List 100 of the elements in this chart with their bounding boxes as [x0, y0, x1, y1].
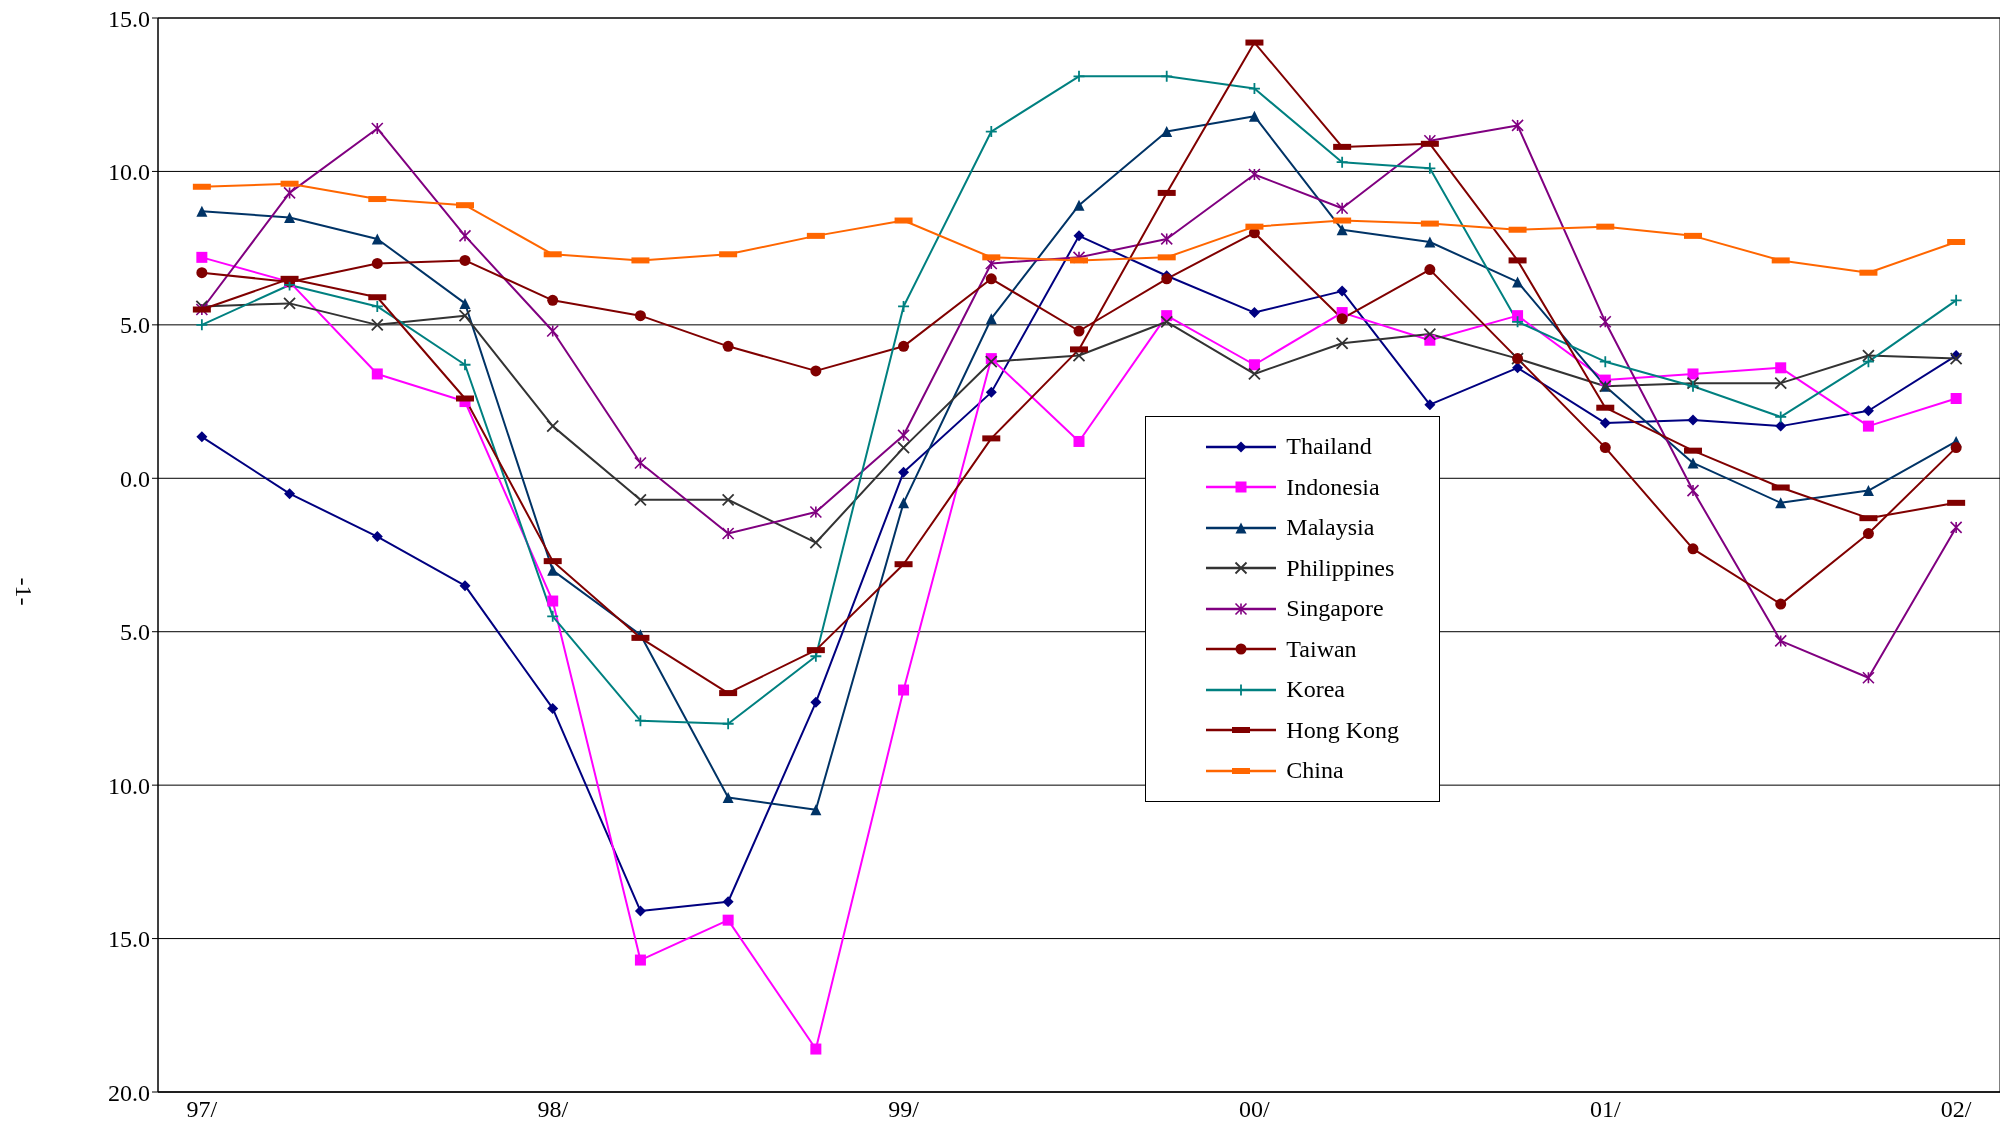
point [1687, 543, 1699, 555]
point [1073, 199, 1085, 211]
point [898, 684, 910, 696]
point [547, 294, 559, 306]
point [722, 896, 734, 908]
point [1774, 376, 1788, 390]
y-tick-label: 5.0 [120, 619, 150, 646]
point [196, 267, 208, 279]
point [1248, 82, 1261, 95]
x-tick-label: 00/ [1239, 1096, 1271, 1123]
point [985, 313, 997, 325]
point [898, 466, 910, 478]
point [1423, 327, 1437, 341]
point [722, 914, 734, 926]
point [984, 125, 998, 138]
point [1598, 355, 1612, 369]
point [546, 324, 560, 338]
point [1774, 634, 1788, 648]
y-tick-label: 20.0 [108, 1079, 150, 1106]
point [721, 527, 735, 540]
point [458, 309, 472, 323]
point [1687, 368, 1699, 380]
point [1774, 410, 1788, 424]
point [546, 609, 560, 623]
point [1424, 399, 1436, 411]
point [809, 505, 823, 519]
point [1950, 442, 1962, 454]
point [1424, 236, 1436, 248]
point [371, 233, 383, 245]
point [283, 186, 296, 200]
point [196, 431, 208, 443]
point [459, 297, 471, 309]
point [1686, 484, 1700, 497]
legend-label: Thailand [1286, 433, 1372, 461]
point [195, 318, 209, 332]
point [1424, 264, 1436, 276]
point [1335, 201, 1349, 215]
point [371, 368, 383, 380]
point [1687, 457, 1699, 469]
text: -1- [10, 577, 38, 606]
point [1862, 405, 1874, 417]
point [1949, 293, 1963, 307]
point [810, 1043, 822, 1055]
point [1512, 276, 1524, 288]
y-tick-label: 10.0 [108, 772, 150, 799]
point [1862, 671, 1875, 685]
point [1512, 310, 1524, 322]
point [1862, 349, 1875, 362]
point [370, 122, 384, 135]
point [897, 429, 910, 442]
point [1248, 359, 1260, 371]
point [458, 229, 472, 243]
point [809, 536, 823, 550]
point [897, 300, 910, 313]
x-tick-label: 01/ [1589, 1096, 1621, 1123]
point [722, 791, 734, 803]
point [196, 251, 208, 263]
point [634, 456, 647, 470]
point [371, 531, 383, 543]
legend-label: Malaysia [1286, 514, 1375, 542]
point [1248, 168, 1261, 181]
point [1423, 161, 1437, 175]
point [898, 340, 910, 352]
point [1512, 362, 1524, 374]
point [1775, 362, 1787, 374]
legend-label: China [1286, 757, 1344, 785]
point [985, 273, 997, 285]
point [1862, 420, 1874, 432]
point [634, 310, 646, 322]
point [370, 300, 384, 313]
point [458, 358, 472, 372]
point [459, 254, 471, 266]
point [1862, 485, 1874, 497]
point [459, 580, 471, 592]
point [1599, 417, 1611, 429]
point [721, 717, 735, 731]
point [1949, 521, 1963, 534]
point [810, 696, 822, 708]
point [1336, 224, 1348, 236]
legend-label: Hong Kong [1286, 716, 1399, 744]
point [547, 564, 559, 576]
y-tick-label: 5.0 [120, 312, 150, 339]
point [634, 493, 647, 507]
point [283, 296, 296, 310]
point [810, 365, 822, 377]
point [1073, 435, 1085, 447]
point [634, 905, 646, 917]
point [1336, 285, 1348, 297]
point [1248, 307, 1260, 319]
legend-label: Philippines [1286, 554, 1395, 582]
point [547, 702, 559, 714]
point [1073, 325, 1085, 337]
point [1775, 420, 1787, 432]
y-tick-label: 10.0 [108, 158, 150, 185]
point [1950, 393, 1962, 404]
point [196, 205, 208, 217]
point [1599, 442, 1611, 454]
point [1511, 119, 1524, 132]
point [1949, 352, 1963, 366]
point [1598, 315, 1612, 329]
